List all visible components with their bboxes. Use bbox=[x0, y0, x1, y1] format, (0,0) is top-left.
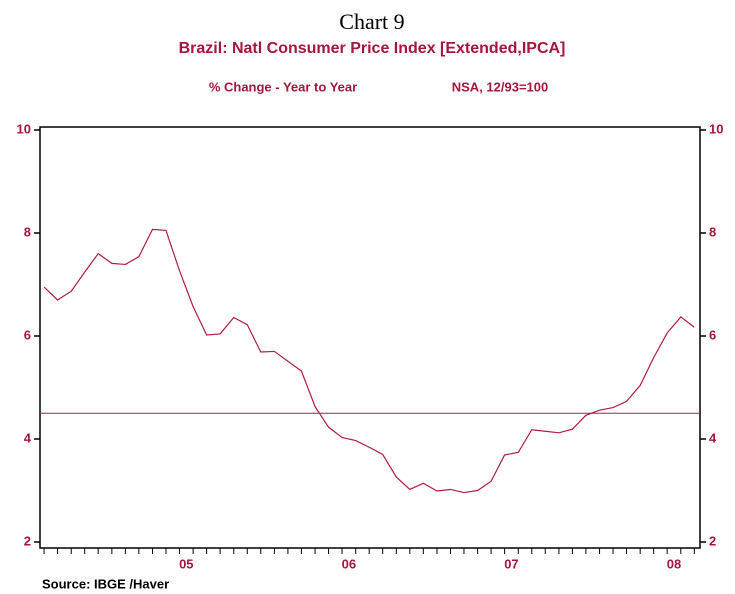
plot-frame bbox=[39, 126, 701, 549]
y2-tick-label: 8 bbox=[709, 224, 716, 239]
chart-header: Chart 9 bbox=[339, 9, 404, 34]
y-tick-label: 10 bbox=[17, 121, 31, 136]
source: Source: IBGE /Haver bbox=[42, 576, 169, 591]
x-tick-label: 06 bbox=[342, 556, 356, 571]
data-line bbox=[43, 228, 695, 494]
y-tick-label: 2 bbox=[24, 533, 31, 548]
x-tick-label: 08 bbox=[667, 556, 681, 571]
y2-tick-label: 4 bbox=[709, 430, 717, 445]
chart-subtitle: % Change - Year to Year bbox=[209, 79, 357, 94]
y2-tick-label: 6 bbox=[709, 327, 716, 342]
y2-tick-label: 10 bbox=[709, 121, 723, 136]
y2-tick-label: 2 bbox=[709, 533, 716, 548]
x-tick-label: 07 bbox=[504, 556, 518, 571]
chart-note: NSA, 12/93=100 bbox=[452, 79, 548, 94]
y-tick-label: 4 bbox=[24, 430, 32, 445]
chart-title: Brazil: Natl Consumer Price Index [Exten… bbox=[179, 40, 566, 57]
x-tick-label: 05 bbox=[179, 556, 193, 571]
y-tick-label: 8 bbox=[24, 224, 31, 239]
y-tick-label: 6 bbox=[24, 327, 31, 342]
